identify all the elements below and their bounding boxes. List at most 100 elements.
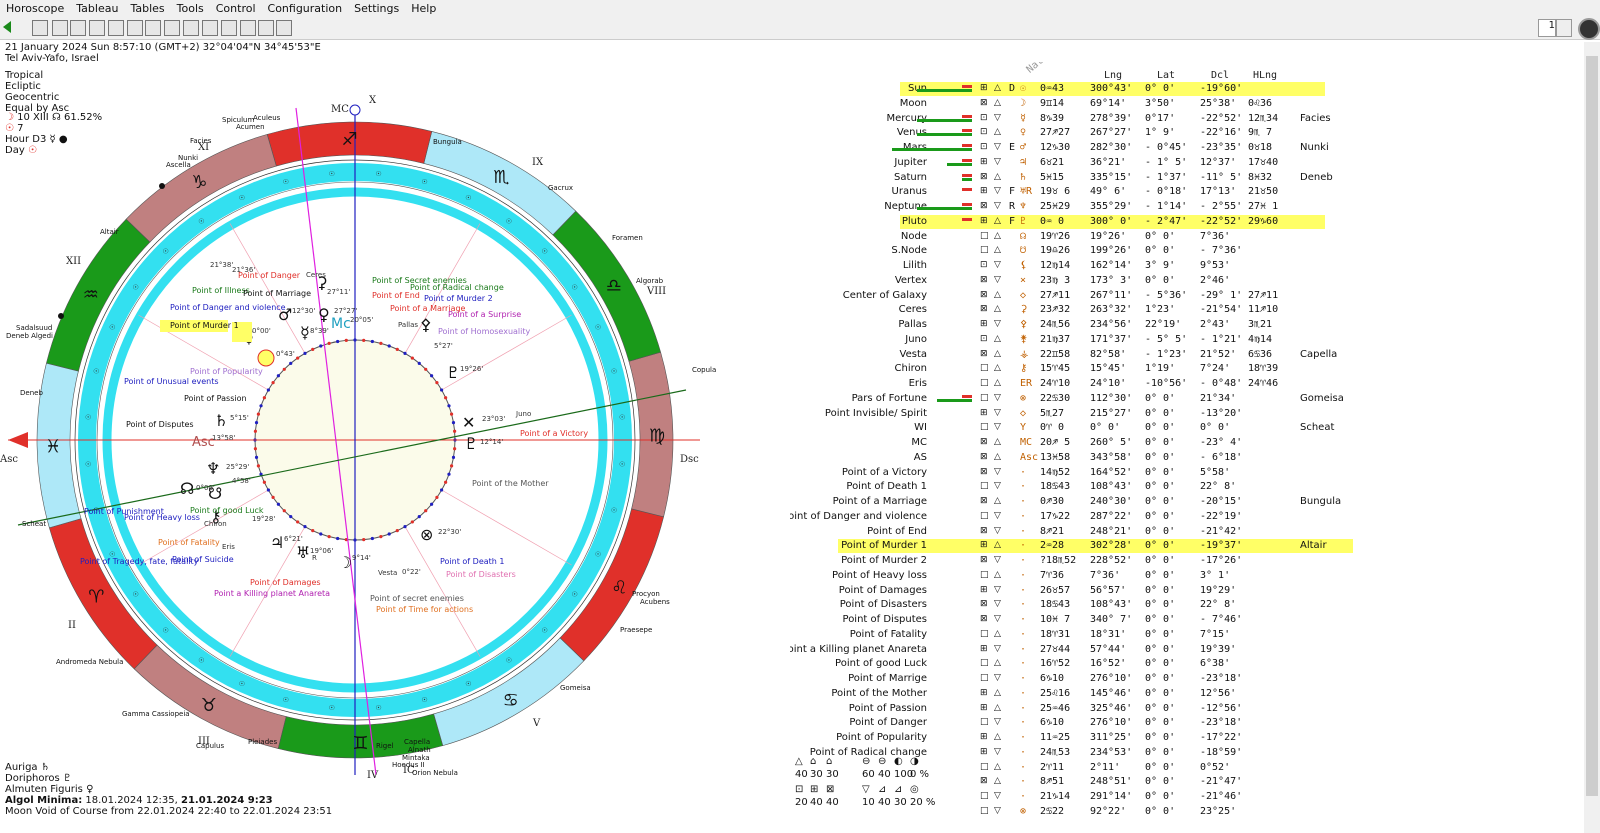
- table-row[interactable]: Point of Heavy loss □ △ · 7♈36 7°36' 0° 0' 3° 1…: [790, 569, 1570, 584]
- table-row[interactable]: Saturn ⊠ △ ♄ 5♓15 335°15' - 1°37' -11° 5' 8♓32 De…: [790, 171, 1570, 186]
- grid-icon[interactable]: [108, 20, 124, 36]
- table-row[interactable]: ⊠ △ · 8♐51 248°51' 0° 0' -21°47': [790, 775, 1570, 790]
- table-icon[interactable]: [32, 20, 48, 36]
- table-row[interactable]: Point of the Mother ⊞ △ · 25♌16 145°46' 0° 0' 1…: [790, 687, 1570, 702]
- table-row[interactable]: Point of Disputes ⊠ ▽ · 10♓ 7 340° 7' 0° 0' - 7…: [790, 613, 1570, 628]
- strength-red-bar: [962, 173, 972, 177]
- table-row[interactable]: Moon ⊠ △ ☽ 9♊14 69°14' 3°50' 25°38' 0♌36: [790, 97, 1570, 112]
- table-row[interactable]: Node □ △ ☊ 19♈26 19°26' 0° 0' 7°36': [790, 230, 1570, 245]
- table-row[interactable]: Sun ⊞ △ D ☉ 0♒43 300°43' 0° 0' -19°60': [790, 82, 1570, 97]
- arabic-part-label: Point of Unusual events: [124, 377, 219, 386]
- menu-configuration[interactable]: Configuration: [267, 2, 343, 15]
- table-row[interactable]: Point of a Victory ⊠ ▽ · 14♍52 164°52' 0° 0' 5°…: [790, 466, 1570, 481]
- house-label-dsc: Dsc: [680, 454, 699, 465]
- table-row[interactable]: Point of Murder 1 ⊞ △ · 2♒28 302°28' 0° 0' -19°…: [790, 539, 1570, 554]
- clock2-icon[interactable]: [221, 20, 237, 36]
- latitude: - 1°23': [1145, 348, 1188, 360]
- table-row[interactable]: Point of Damages ⊞ ▽ · 26♉57 56°57' 0° 0' 19°29…: [790, 584, 1570, 599]
- table-row[interactable]: Neptune ⊠ ▽ R ♆ 25♓29 355°29' - 1°14' - 2°55' 27♓…: [790, 200, 1570, 215]
- table-row[interactable]: Venus ⊡ △ ♀ 27♐27 267°27' 1° 9' -22°16' 9♏ 7: [790, 126, 1570, 141]
- spinner-arrows-icon[interactable]: [1556, 19, 1572, 37]
- table-row[interactable]: Point of Marrige □ ▽ · 6♑10 276°10' 0° 0' -23°1…: [790, 672, 1570, 687]
- table-row[interactable]: Jupiter ⊞ ▽ ♃ 6♉21 36°21' - 1° 5' 12°37' 17♉40: [790, 156, 1570, 171]
- table-row[interactable]: Vesta ⊠ △ ⚶ 22♊58 82°58' - 1°23' 21°52' 6♋36 Cape…: [790, 348, 1570, 363]
- degree-tick: [319, 532, 323, 536]
- back-arrow-icon[interactable]: [3, 21, 11, 33]
- table-row[interactable]: Mercury ⊡ ▽ ☿ 8♑39 278°39' 0°17' -22°52' 12♏34 Fa…: [790, 112, 1570, 127]
- table-row[interactable]: Juno ⊡ △ ⚵ 21♍37 171°37' - 5° 5' - 1°21' 4♍14: [790, 333, 1570, 348]
- table-row[interactable]: Point of Danger and violence □ ▽ · 17♑22 287°…: [790, 510, 1570, 525]
- table-row[interactable]: Point of Disasters ⊠ ▽ · 18♋43 108°43' 0° 0' 22…: [790, 598, 1570, 613]
- chart-number-input[interactable]: 1: [1538, 19, 1556, 37]
- table-row[interactable]: Chiron □ △ ⚷ 15♈45 15°45' 1°19' 7°24' 18♈39: [790, 362, 1570, 377]
- decan-glyph-icon: ☉: [85, 414, 91, 422]
- table-row[interactable]: Ceres ⊠ △ ⚳ 23♐32 263°32' 1°23' -21°54' 11♐10: [790, 303, 1570, 318]
- latitude: 0°17': [1145, 112, 1176, 124]
- table-row[interactable]: □ △ · 2♈11 2°11' 0° 0' 0°52': [790, 761, 1570, 776]
- table-row[interactable]: Point of Danger □ ▽ · 6♑10 276°10' 0° 0' -23°18…: [790, 716, 1570, 731]
- planet-degree-label: 20°05': [350, 316, 373, 324]
- table-row[interactable]: Point of Passion ⊞ △ · 25♒46 325°46' 0° 0' -12°…: [790, 702, 1570, 717]
- map-icon[interactable]: [202, 20, 218, 36]
- abs-lng: 92°22': [1090, 805, 1127, 817]
- list-icon[interactable]: [164, 20, 180, 36]
- vertical-scrollbar[interactable]: [1584, 42, 1600, 833]
- menu-tableau[interactable]: Tableau: [76, 2, 119, 15]
- globe-icon[interactable]: [52, 20, 68, 36]
- table-row[interactable]: Point a Killing planet Anareta ⊞ ▽ · 27♉44 57…: [790, 643, 1570, 658]
- calendar-icon[interactable]: [127, 20, 143, 36]
- table-row[interactable]: Uranus ⊞ ▽ F ♅R 19♉ 6 49° 6' - 0°18' 17°13' 21♉50: [790, 185, 1570, 200]
- clock-icon[interactable]: [1578, 18, 1600, 40]
- table-row[interactable]: Pluto ⊞ △ F ♇ 0♒ 0 300° 0' - 2°47' -22°52' 29♑60: [790, 214, 1570, 230]
- legend-glyph-icon: ⌂: [826, 756, 833, 767]
- warning-icon[interactable]: [258, 20, 274, 36]
- table-row[interactable]: Point of Murder 2 ⊠ ▽ · ?18♏52 228°52' 0° 0' -1…: [790, 554, 1570, 569]
- table-row[interactable]: MC ⊠ △ MC 20♐ 5 260° 5' 0° 0' -23° 4': [790, 436, 1570, 451]
- star-icon[interactable]: [89, 20, 105, 36]
- mercury-chart-icon-2: ☿: [300, 323, 310, 342]
- menu-settings[interactable]: Settings: [354, 2, 400, 15]
- table-row[interactable]: Pars of Fortune □ ▽ ⊗ 22♋30 112°30' 0° 0' 21°34…: [790, 392, 1570, 407]
- table-row[interactable]: AS ⊠ △ Asc 13♓58 343°58' 0° 0' - 6°18': [790, 451, 1570, 466]
- table-row[interactable]: Point of good Luck □ △ · 16♈52 16°52' 0° 0' 6°3…: [790, 657, 1570, 672]
- element-icon: ▽: [994, 614, 1001, 624]
- abs-lng: 24°10': [1090, 378, 1127, 389]
- degree-tick: [319, 344, 323, 348]
- table-row[interactable]: □ ▽ ⊗ 2♋22 92°22' 0° 0' 23°25': [790, 805, 1570, 820]
- menu-help[interactable]: Help: [411, 2, 437, 15]
- menu-tables[interactable]: Tables: [130, 2, 165, 15]
- table-row[interactable]: Center of Galaxy ⊠ △ ◇ 27♐11 267°11' - 5°36' -2…: [790, 289, 1570, 304]
- run-icon[interactable]: [276, 20, 292, 36]
- small-chart-label: Chiron: [204, 520, 227, 528]
- table-row[interactable]: Point of a Marriage ⊠ △ · 0♐30 240°30' 0° 0' -2…: [790, 495, 1570, 510]
- chart-icon[interactable]: [70, 20, 86, 36]
- zodiac-lng: 18♋43: [1040, 481, 1071, 493]
- planet-degree-label: 21°36': [232, 266, 255, 274]
- menu-horoscope[interactable]: Horoscope: [6, 2, 65, 15]
- degree-tick: [453, 447, 457, 451]
- table-row[interactable]: □ ▽ · 21♑14 291°14' 0° 0' -21°46': [790, 790, 1570, 805]
- table-row[interactable]: Point of Radical change ⊞ ▽ · 24♏53 234°53' 0°…: [790, 746, 1570, 761]
- table-row[interactable]: Eris □ △ ER 24♈10 24°10' -10°56' - 0°48' 24♈46: [790, 377, 1570, 392]
- table-row[interactable]: Point Invisible/ Spirit ⊞ ▽ ◇ 5♏27 215°27' 0° …: [790, 407, 1570, 422]
- table-row[interactable]: Pallas ⊞ ▽ ⚴ 24♏56 234°56' 22°19' 2°43' 3♏21: [790, 318, 1570, 333]
- table-row[interactable]: Lilith ⊡ ▽ ⚸ 12♍14 162°14' 3° 9' 9°53': [790, 259, 1570, 274]
- table-row[interactable]: Point of Fatality □ △ · 18♈31 18°31' 0° 0' 7°15…: [790, 628, 1570, 643]
- table-row[interactable]: Mars ⊡ ▽ E ♂ 12♑30 282°30' - 0°45' -23°35' 0♉18 Nu…: [790, 141, 1570, 156]
- aspect-icon[interactable]: [240, 20, 256, 36]
- planet-glyph-icon: ·: [1020, 658, 1027, 670]
- table-row[interactable]: WI □ ▽ Y 0♈ 0 0° 0' 0° 0' 0° 0' Scheat: [790, 421, 1570, 436]
- table-row[interactable]: Point of Popularity ⊞ △ · 11♒25 311°25' 0° 0' -…: [790, 731, 1570, 746]
- image-icon[interactable]: [183, 20, 199, 36]
- table-row[interactable]: Point of End ⊠ ▽ · 8♐21 248°21' 0° 0' -21°42': [790, 525, 1570, 540]
- table-row[interactable]: S.Node □ △ ☋ 19♎26 199°26' 0° 0' - 7°36': [790, 244, 1570, 259]
- table-row[interactable]: Vertex ⊠ ▽ × 23♍ 3 173° 3' 0° 0' 2°46': [790, 274, 1570, 289]
- zodiac-glyph-icon: ♈: [88, 587, 104, 608]
- menu-tools[interactable]: Tools: [176, 2, 204, 15]
- window-icon[interactable]: [145, 20, 161, 36]
- table-row[interactable]: Point of Death 1 □ ▽ · 18♋43 108°43' 0° 0' 22° …: [790, 480, 1570, 495]
- menu-control[interactable]: Control: [215, 2, 256, 15]
- scroll-thumb[interactable]: [1586, 56, 1598, 796]
- planet-glyph-icon: ·: [1020, 702, 1027, 714]
